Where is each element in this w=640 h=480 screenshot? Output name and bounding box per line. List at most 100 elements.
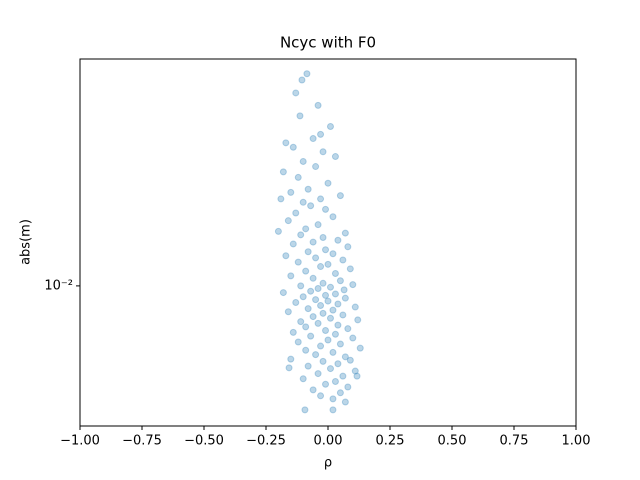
point [314,370,322,378]
point [322,291,330,299]
point [299,198,307,206]
point [292,299,300,307]
point [329,306,337,314]
point [287,188,295,196]
point [304,185,312,193]
point [302,267,310,275]
point [319,357,327,365]
point [307,287,315,295]
point [294,258,302,266]
point [279,289,287,297]
point [326,283,334,291]
point [304,305,312,313]
point [351,367,359,375]
x-tick-label: −0.25 [246,434,286,449]
point [329,348,337,356]
point [314,319,322,327]
point [294,338,302,346]
point [302,346,310,354]
point [314,221,322,229]
points [274,70,364,414]
point [324,336,332,344]
x-tick-label: 0.50 [438,434,467,449]
point [297,282,305,290]
x-tick-label: 0.75 [500,434,529,449]
point [329,395,337,403]
point [289,328,297,336]
point [334,321,342,329]
x-axis-label: ρ [324,456,332,471]
point [329,213,337,221]
point [324,297,332,305]
point [299,293,307,301]
point [277,195,285,203]
point [294,173,302,181]
point [297,318,305,326]
point [312,254,320,262]
point [299,375,307,383]
point [304,248,312,256]
x-tick-label: 0.00 [314,434,343,449]
point [309,135,317,143]
point [329,406,337,414]
point [285,364,293,372]
point [304,362,312,370]
point [317,342,325,350]
point [331,153,339,161]
point [341,294,349,302]
x-tick-label: 1.00 [562,434,591,449]
point [302,323,310,331]
point [324,260,332,268]
point [274,227,282,235]
y-axis-label: abs(m) [19,219,34,265]
point [307,332,315,340]
point [297,231,305,239]
point [336,340,344,348]
point [344,325,352,333]
point [312,351,320,359]
x-tick-label: −1.00 [60,434,100,449]
x-tick-label: −0.50 [184,434,224,449]
point [326,365,334,373]
point [309,238,317,246]
point [319,148,327,156]
x-tick-label: 0.25 [376,434,405,449]
point [282,139,290,147]
point [331,377,339,385]
point [334,360,342,368]
point [344,383,352,391]
point [289,143,297,151]
point [289,240,297,248]
point [309,313,317,321]
x-tick-label: −0.75 [122,434,162,449]
point [349,281,357,289]
point [317,130,325,138]
point [346,265,354,273]
point [287,355,295,363]
point [353,372,361,380]
point [292,209,300,217]
point [298,76,306,84]
point [314,285,322,293]
point [319,279,327,287]
point [302,225,310,233]
point [319,309,327,317]
point [322,326,330,334]
point [339,256,347,264]
point [322,380,330,388]
point [317,263,325,271]
point [292,89,300,97]
point [319,234,327,242]
point [284,217,292,225]
point [336,192,344,200]
point [312,163,320,171]
point [279,168,287,176]
point [334,236,342,244]
point [331,330,339,338]
point [354,316,362,324]
point [307,202,315,210]
point [341,229,349,237]
point [301,406,309,414]
